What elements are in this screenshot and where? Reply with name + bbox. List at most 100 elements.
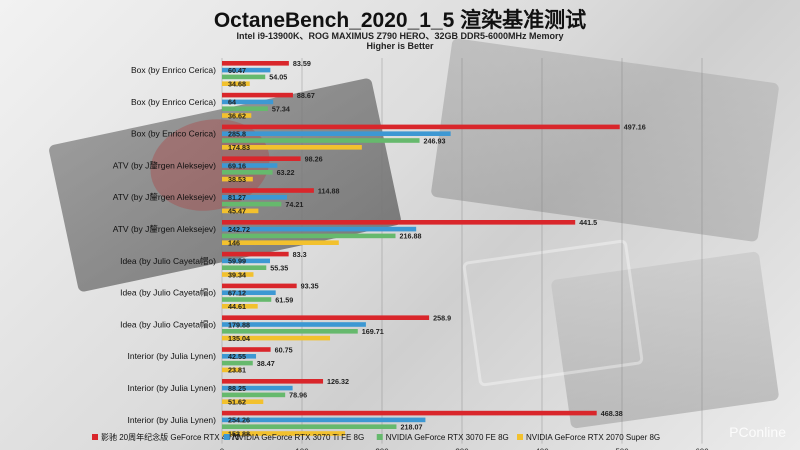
bar [222, 131, 451, 136]
data-label: 468.38 [601, 409, 623, 418]
x-tick-label: 400 [535, 448, 549, 450]
bar [222, 156, 301, 161]
bar [222, 329, 358, 334]
bar [222, 335, 331, 341]
bar [222, 251, 289, 257]
bar [222, 145, 362, 150]
chart-title: OctaneBench_2020_1_5 渲染基准测试 [213, 9, 587, 32]
category-label: Idea (by Julio Cayeta帽o) [120, 288, 216, 298]
legend-label: NVIDIA GeForce RTX 3070 Ti FE 8G [233, 433, 364, 442]
bar [222, 176, 253, 182]
bar [222, 99, 274, 105]
x-tick-label: 0 [220, 448, 225, 450]
category-label: Box (by Enrico Cerica) [131, 65, 216, 75]
bar [222, 201, 282, 207]
data-label: 146 [228, 239, 240, 248]
data-label: 88.25 [228, 384, 246, 393]
data-label: 285.8 [228, 130, 246, 139]
x-tick-label: 600 [695, 448, 709, 450]
data-label: 83.59 [293, 59, 311, 68]
chart-subtitle-note: Higher is Better [366, 41, 434, 51]
category-label: Box (by Enrico Cerica) [131, 129, 216, 139]
bar [222, 113, 252, 118]
category-label: Interior (by Julia Lynen) [127, 383, 216, 393]
bar [222, 399, 264, 404]
category-label: Interior (by Julia Lynen) [127, 415, 216, 425]
data-label: 81.27 [228, 193, 246, 202]
data-label: 57.34 [272, 105, 290, 114]
data-label: 98.26 [305, 155, 323, 164]
watermark-logo: PConline [729, 424, 786, 440]
data-label: 60.75 [275, 345, 293, 354]
data-label: 74.21 [285, 200, 303, 209]
category-label: ATV (by J釐rgen Aleksejev) [113, 224, 216, 234]
category-label: Idea (by Julio Cayeta帽o) [120, 319, 216, 329]
data-label: 42.55 [228, 352, 246, 361]
bar [222, 272, 254, 277]
data-label: 36.62 [228, 111, 246, 120]
bar [222, 67, 271, 73]
bar [222, 354, 257, 359]
data-label: 51.62 [228, 398, 246, 407]
data-label: 67.12 [228, 289, 246, 298]
data-label: 69.16 [228, 161, 246, 170]
bar [222, 92, 293, 98]
bar [222, 170, 273, 175]
bar [222, 297, 272, 302]
x-tick-label: 200 [375, 448, 389, 450]
x-tick-label: 300 [455, 448, 469, 450]
data-label: 64 [228, 98, 236, 107]
bar [222, 360, 253, 366]
data-label: 93.35 [301, 282, 319, 291]
bar [222, 379, 324, 384]
bar [222, 208, 259, 214]
data-label: 218.07 [400, 423, 422, 432]
data-label: 45.47 [228, 207, 246, 216]
data-label: 153.88 [228, 429, 250, 438]
data-label: 258.9 [433, 314, 451, 323]
data-label: 83.3 [293, 250, 307, 259]
bar [222, 124, 620, 130]
bar [222, 347, 271, 352]
bar [222, 410, 597, 416]
data-label: 254.26 [228, 416, 250, 425]
bar [222, 220, 576, 225]
data-label: 497.16 [624, 123, 646, 132]
bar [222, 195, 288, 200]
data-label: 169.71 [362, 327, 384, 336]
legend-swatch [223, 434, 230, 440]
bar [222, 240, 339, 245]
bar [222, 283, 297, 289]
bar [222, 233, 396, 239]
data-label: 34.68 [228, 80, 246, 89]
data-label: 59.99 [228, 257, 246, 266]
bar [222, 163, 278, 168]
bar [222, 106, 268, 111]
data-label: 38.53 [228, 175, 246, 184]
chart-subtitle-system: Intel i9-13900K、ROG MAXIMUS Z790 HERO、32… [236, 31, 564, 41]
bar [222, 367, 242, 373]
bar [222, 188, 314, 193]
data-label: 179.88 [228, 320, 250, 329]
bar [222, 226, 417, 232]
bar [222, 258, 270, 264]
data-label: 54.05 [269, 73, 287, 82]
data-label: 63.22 [277, 168, 295, 177]
data-label: 126.32 [327, 377, 349, 386]
data-label: 23.81 [228, 366, 246, 375]
legend-label: NVIDIA GeForce RTX 3070 FE 8G [386, 433, 509, 442]
data-label: 60.47 [228, 66, 246, 75]
data-label: 39.34 [228, 270, 246, 279]
data-label: 78.96 [289, 391, 307, 400]
bar [222, 290, 276, 295]
bar [222, 81, 250, 86]
bar [222, 61, 289, 66]
bar [222, 322, 366, 327]
category-label: Interior (by Julia Lynen) [127, 351, 216, 361]
bar [222, 417, 426, 423]
legend-swatch [92, 434, 98, 440]
data-label: 174.83 [228, 143, 250, 152]
x-tick-label: 100 [295, 448, 309, 450]
bar [222, 392, 286, 398]
